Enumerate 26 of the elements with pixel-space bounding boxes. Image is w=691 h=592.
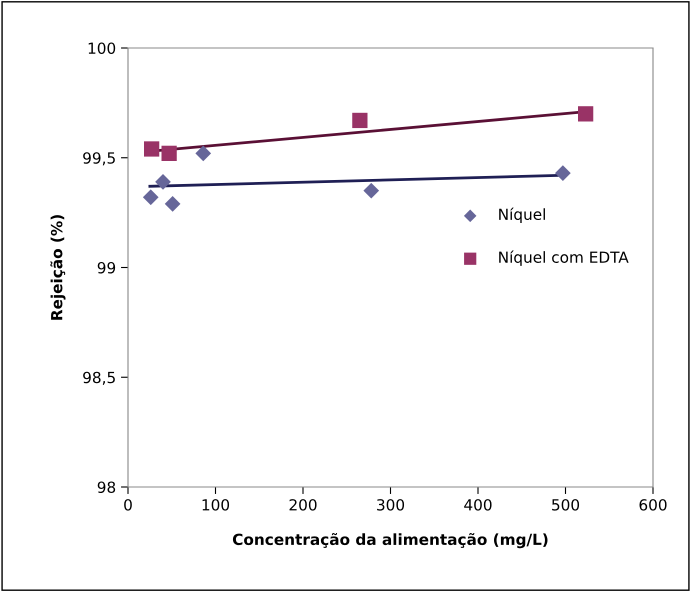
x-tick-label: 500 (552, 499, 580, 511)
y-tick-label: 98,5 (83, 372, 115, 385)
y-tick-label: 99,5 (83, 152, 115, 166)
point (363, 182, 380, 199)
point (578, 106, 594, 122)
x-tick-label: 400 (464, 499, 492, 511)
y-tick-label: 100 (88, 42, 116, 54)
y-tick-label: 98 (98, 481, 116, 494)
point (352, 112, 368, 128)
point (155, 174, 171, 190)
x-tick-label: 100 (202, 499, 230, 511)
x-axis-title: Concentração da alimentação (mg/L) (232, 533, 548, 548)
y-tick-label: 99 (98, 262, 116, 274)
point (555, 165, 571, 181)
point (161, 146, 177, 161)
x-tick-label: 0 (124, 499, 132, 511)
point (142, 189, 159, 206)
x-tick-label: 200 (290, 499, 317, 511)
y-axis-title: Rejeição (%) (50, 215, 66, 320)
x-tick-label: 600 (639, 499, 667, 511)
x-tick-label: 300 (377, 499, 404, 511)
point (144, 141, 160, 157)
legend-label: Níquel (499, 208, 545, 224)
point (164, 196, 180, 212)
point (195, 146, 212, 162)
legend-label: Níquel com EDTA (499, 250, 629, 266)
